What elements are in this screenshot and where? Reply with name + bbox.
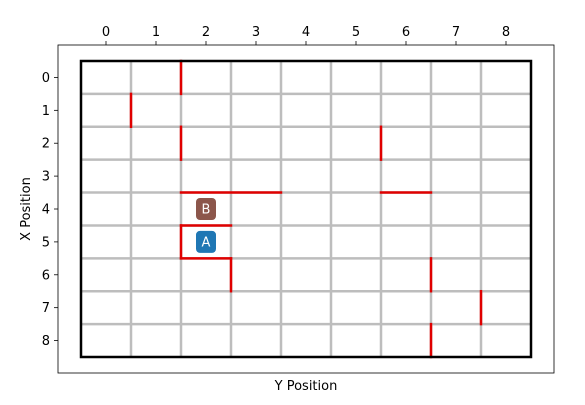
y-tick-label: 7 bbox=[42, 301, 50, 316]
y-tick-label: 3 bbox=[42, 170, 50, 185]
grid-lines bbox=[81, 61, 531, 357]
axis-ticks: 0 1 2 3 4 5 6 7 8 0 1 2 3 4 5 6 7 8 bbox=[42, 25, 510, 349]
x-tick-label: 3 bbox=[252, 25, 260, 40]
marker-b-box bbox=[196, 198, 216, 220]
marker-b-label: B bbox=[202, 203, 211, 218]
x-tick-label: 0 bbox=[102, 25, 110, 40]
position-markers: BA bbox=[196, 198, 216, 253]
x-tick-label: 7 bbox=[452, 25, 460, 40]
x-tick-label: 4 bbox=[302, 25, 310, 40]
marker-a-box bbox=[196, 230, 216, 253]
y-tick-label: 2 bbox=[42, 137, 50, 152]
x-tick-label: 2 bbox=[202, 25, 210, 40]
y-tick-label: 5 bbox=[42, 235, 50, 250]
y-axis-label: X Position bbox=[19, 177, 34, 241]
y-tick-label: 0 bbox=[42, 71, 50, 86]
y-tick-label: 1 bbox=[42, 104, 50, 119]
y-tick-label: 4 bbox=[42, 203, 50, 218]
y-tick-label: 8 bbox=[42, 334, 50, 349]
maze-walls bbox=[129, 59, 483, 359]
x-tick-label: 6 bbox=[402, 25, 410, 40]
x-tick-label: 5 bbox=[352, 25, 360, 40]
x-tick-label: 8 bbox=[502, 25, 510, 40]
y-tick-label: 6 bbox=[42, 268, 50, 283]
marker-a-label: A bbox=[202, 235, 211, 250]
maze-border bbox=[79, 59, 533, 359]
x-axis-label: Y Position bbox=[274, 379, 338, 394]
x-tick-label: 1 bbox=[152, 25, 160, 40]
